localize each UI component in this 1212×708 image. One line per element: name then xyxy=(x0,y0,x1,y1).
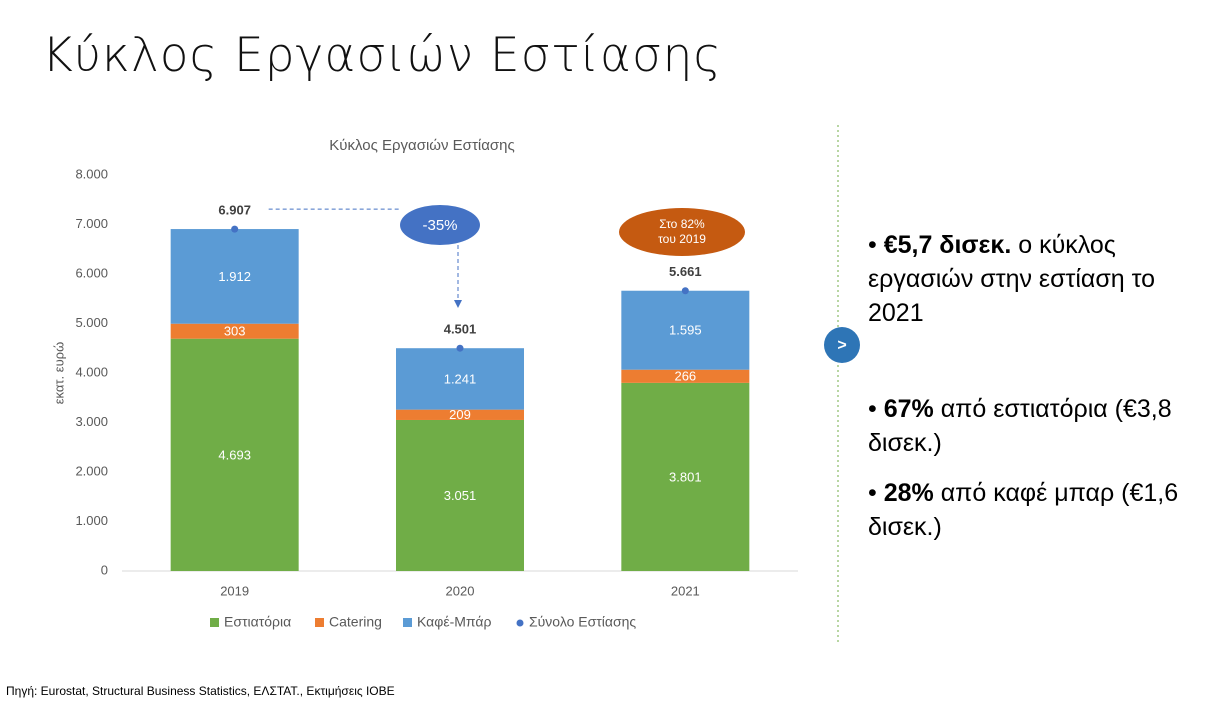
bar-segment xyxy=(621,369,750,383)
bullet-text: από εστιατόρια (€3,8 δισεκ.) xyxy=(868,395,1172,457)
legend-label: Σύνολο Εστίασης xyxy=(529,614,636,630)
annotation-bubble xyxy=(400,205,480,245)
total-label: 6.907 xyxy=(218,203,251,218)
data-label: 1.241 xyxy=(444,371,477,386)
y-tick-label: 6.000 xyxy=(75,265,108,280)
y-tick-label: 7.000 xyxy=(75,216,108,231)
annotation: του 2019 xyxy=(658,232,706,246)
data-label: 1.595 xyxy=(669,323,702,338)
arrow-label: > xyxy=(837,337,846,354)
arrow-button xyxy=(824,327,860,363)
total-marker xyxy=(231,225,239,233)
legend-swatch xyxy=(403,618,412,627)
bar-segment xyxy=(170,338,299,571)
legend-swatch xyxy=(210,618,219,627)
annotation: Στο 82% xyxy=(659,217,705,231)
bar-segment xyxy=(396,409,524,420)
annotation-bubble xyxy=(619,208,745,256)
legend-label: Καφέ-Μπάρ xyxy=(417,614,491,630)
data-label: 209 xyxy=(449,407,471,422)
total-label: 4.501 xyxy=(444,322,477,337)
y-tick-label: 0 xyxy=(101,562,108,577)
data-label: 3.801 xyxy=(669,469,702,484)
data-label: 303 xyxy=(224,324,246,339)
bar-segment xyxy=(170,229,299,324)
slide-title: Κύκλος Εργασιών Εστίασης xyxy=(42,28,723,83)
bar-segment xyxy=(621,382,750,571)
annotation: -35% xyxy=(422,217,457,234)
bar-segment xyxy=(396,348,524,410)
arrowhead xyxy=(454,300,462,308)
bullet: • €5,7 δισεκ. ο κύκλος εργασιών στην εστ… xyxy=(868,231,1156,327)
legend-label: Εστιατόρια xyxy=(224,614,291,630)
bullet-bold: €5,7 δισεκ. xyxy=(883,231,1012,259)
x-tick-label: 2020 xyxy=(446,583,475,598)
legend-label: Catering xyxy=(329,614,382,630)
y-axis-label: εκατ. ευρώ xyxy=(51,342,66,404)
y-tick-label: 4.000 xyxy=(75,364,108,379)
data-label: 3.051 xyxy=(444,488,477,503)
bullet-bold: 28% xyxy=(883,479,934,507)
bullet-bold: 67% xyxy=(883,395,934,423)
total-marker xyxy=(456,344,464,352)
legend-swatch xyxy=(315,618,324,627)
y-tick-label: 1.000 xyxy=(75,513,108,528)
bullet: • 28% από καφέ μπαρ (€1,6 δισεκ.) xyxy=(868,479,1179,541)
bullet-text: ο κύκλος εργασιών στην εστίαση το 2021 xyxy=(868,231,1156,327)
chart-title: Κύκλος Εργασιών Εστίασης xyxy=(329,137,514,154)
total-label: 5.661 xyxy=(669,264,702,279)
total-marker xyxy=(681,287,689,295)
bar-segment xyxy=(396,419,524,571)
x-tick-label: 2019 xyxy=(220,583,249,598)
y-tick-label: 8.000 xyxy=(75,166,108,181)
bullet: • 67% από εστιατόρια (€3,8 δισεκ.) xyxy=(868,395,1172,457)
bar-segment xyxy=(170,323,299,339)
data-label: 4.693 xyxy=(218,447,251,462)
source: Πηγή: Eurostat, Structural Business Stat… xyxy=(6,684,395,698)
legend-swatch xyxy=(516,619,524,627)
bar-segment xyxy=(621,290,750,370)
y-tick-label: 5.000 xyxy=(75,315,108,330)
x-tick-label: 2021 xyxy=(671,583,700,598)
data-label: 1.912 xyxy=(218,269,251,284)
y-tick-label: 2.000 xyxy=(75,463,108,478)
y-tick-label: 3.000 xyxy=(75,414,108,429)
bullet-text: από καφέ μπαρ (€1,6 δισεκ.) xyxy=(868,479,1179,541)
data-label: 266 xyxy=(674,369,696,384)
